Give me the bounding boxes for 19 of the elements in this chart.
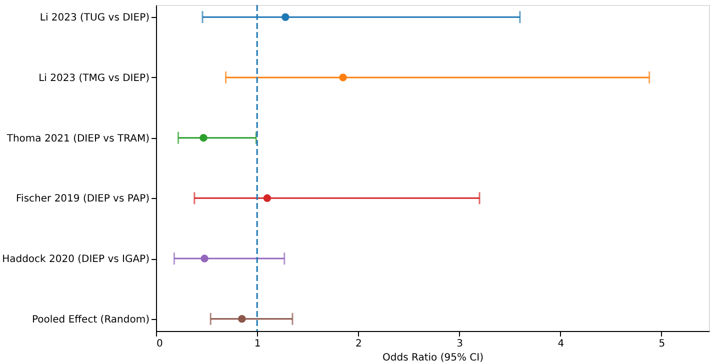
y-tick-label: Haddock 2020 (DIEP vs IGAP): [2, 254, 150, 266]
point: [282, 13, 290, 21]
y-tick-label: Li 2023 (TUG vs DIEP): [40, 12, 150, 24]
x-tick-label: 5: [658, 338, 666, 350]
x-tick-label: 3: [456, 338, 463, 350]
point: [200, 254, 208, 262]
point: [200, 134, 208, 142]
y-tick-label: Pooled Effect (Random): [32, 314, 150, 326]
point: [339, 74, 347, 82]
point: [263, 194, 272, 202]
point: [238, 315, 246, 323]
x-tick-label: 1: [254, 338, 261, 350]
x-axis-title: Odds Ratio (95% CI): [382, 352, 484, 364]
x-tick-label: 0: [156, 338, 163, 350]
y-tick-label: Li 2023 (TMG vs DIEP): [38, 72, 150, 84]
x-tick-label: 2: [356, 338, 362, 350]
y-tick-label: Thoma 2021 (DIEP vs TRAM): [6, 133, 150, 144]
x-tick-label: 4: [558, 338, 564, 350]
y-tick-label: Fischer 2019 (DIEP vs PAP): [16, 194, 150, 205]
